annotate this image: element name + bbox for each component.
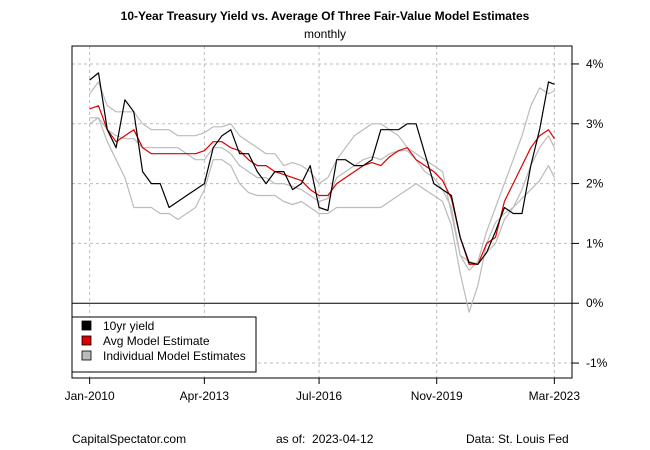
series-10yr-yield [89, 72, 555, 265]
x-tick-label: Nov-2019 [411, 389, 463, 403]
y-tick-label: 4% [586, 57, 604, 71]
x-axis: Jan-2010 Apr-2013 Jul-2016 Nov-2019 Mar-2023 [65, 378, 581, 403]
series-individual-model-estimate [89, 117, 555, 313]
chart-title: 10-Year Treasury Yield vs. Average Of Th… [120, 9, 530, 23]
series-individual-model-estimate [89, 117, 555, 265]
legend-swatch [81, 350, 92, 361]
series-avg-model-estimate [89, 105, 555, 265]
y-tick-label: 3% [586, 117, 604, 131]
y-tick-label: 0% [586, 296, 604, 310]
y-tick-label: -1% [586, 356, 608, 370]
y-tick-label: 2% [586, 177, 604, 191]
legend-label: 10yr yield [103, 319, 154, 333]
y-axis: 4% 3% 2% 1% 0% -1% [572, 57, 608, 370]
legend-swatch [81, 320, 92, 331]
footer-source-site: CapitalSpectator.com [72, 432, 187, 446]
footer-as-of: as of: 2023-04-12 [276, 432, 374, 446]
legend-swatch [81, 335, 92, 346]
legend-label: Individual Model Estimates [103, 349, 246, 363]
legend-box [71, 316, 257, 373]
x-tick-label: Jul-2016 [296, 389, 342, 403]
y-tick-label: 1% [586, 236, 604, 250]
x-tick-label: Jan-2010 [65, 389, 115, 403]
footer-data-source: Data: St. Louis Fed [466, 432, 569, 446]
series-individual-model-estimate [89, 81, 555, 271]
plot-frame [71, 45, 573, 379]
x-tick-label: Apr-2013 [180, 389, 230, 403]
chart-subtitle: monthly [303, 27, 347, 41]
x-tick-label: Mar-2023 [529, 389, 581, 403]
legend-label: Avg Model Estimate [103, 334, 210, 348]
series-group [89, 72, 555, 313]
